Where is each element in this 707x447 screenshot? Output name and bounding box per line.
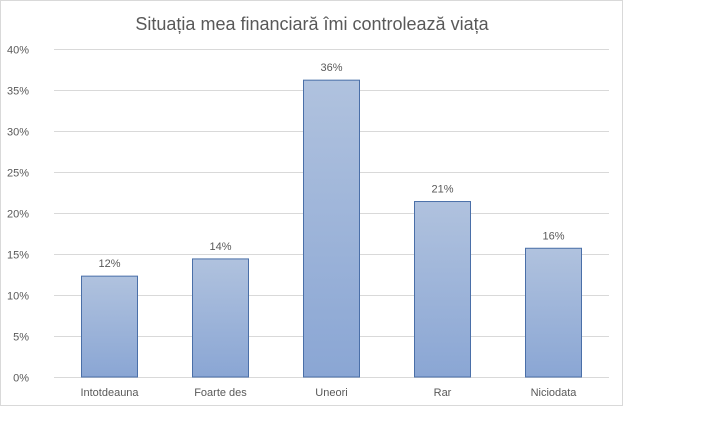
y-tick-label: 0% (13, 373, 29, 385)
chart-title: Situația mea financiară îmi controlează … (135, 14, 489, 34)
bar (303, 79, 360, 378)
x-tick-label: Intotdeauna (80, 387, 139, 399)
data-label: 14% (209, 241, 231, 253)
x-tick-label: Niciodata (531, 387, 578, 399)
bar (81, 275, 138, 378)
data-labels: 12% 14% 36% 21% 16% (98, 62, 564, 270)
bars (81, 79, 582, 378)
bar (414, 201, 471, 378)
y-tick-label: 5% (13, 332, 29, 344)
chart-frame: Situația mea financiară îmi controlează … (0, 0, 623, 406)
data-label: 16% (542, 230, 564, 242)
y-tick-label: 25% (7, 168, 29, 180)
bar (192, 258, 249, 378)
y-tick-label: 35% (7, 86, 29, 98)
y-tick-label: 10% (7, 291, 29, 303)
x-axis-ticks: Intotdeauna Foarte des Uneori Rar Niciodata (80, 387, 577, 399)
x-tick-label: Rar (434, 387, 452, 399)
y-tick-label: 40% (7, 45, 29, 57)
x-tick-label: Uneori (315, 387, 347, 399)
bar-chart: Situația mea financiară îmi controlează … (7, 14, 609, 399)
data-label: 36% (320, 62, 342, 74)
y-tick-label: 20% (7, 209, 29, 221)
x-tick-label: Foarte des (194, 387, 247, 399)
y-axis-ticks: 0% 5% 10% 15% 20% 25% 30% 35% 40% (7, 45, 29, 385)
data-label: 12% (98, 258, 120, 270)
data-label: 21% (431, 184, 453, 196)
y-tick-label: 30% (7, 127, 29, 139)
bar (525, 247, 582, 378)
y-tick-label: 15% (7, 250, 29, 262)
